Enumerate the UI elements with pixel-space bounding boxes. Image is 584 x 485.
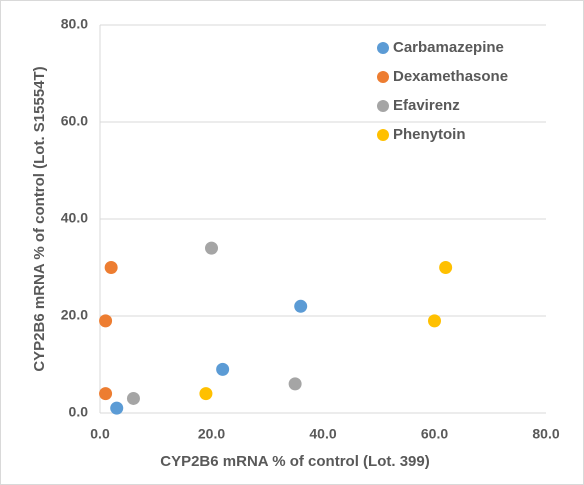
legend-marker [377, 71, 389, 83]
scatter-point [104, 261, 118, 274]
legend-label: Dexamethasone [393, 68, 508, 85]
legend-marker [377, 129, 389, 141]
y-axis-label: CYP2B6 mRNA % of control (Lot. S15554T) [31, 66, 48, 371]
scatter-point [288, 377, 302, 391]
y-tick-label: 40.0 [61, 210, 88, 226]
scatter-point [428, 314, 441, 328]
scatter-point [199, 387, 213, 401]
y-tick-label: 80.0 [61, 16, 88, 32]
scatter-point [99, 314, 113, 328]
legend-label: Carbamazepine [393, 39, 504, 56]
legend-marker [377, 100, 389, 112]
x-tick-label: 80.0 [532, 426, 559, 442]
y-tick-label: 0.0 [69, 404, 89, 420]
legend-marker [377, 42, 389, 54]
scatter-point [294, 299, 308, 313]
scatter-point [99, 387, 113, 401]
legend-label: Phenytoin [393, 126, 466, 143]
x-tick-label: 0.0 [90, 426, 110, 442]
y-tick-label: 20.0 [61, 307, 88, 323]
scatter-point [126, 391, 140, 405]
scatter-point [110, 401, 124, 415]
scatter-point [205, 241, 218, 255]
y-tick-label: 60.0 [61, 113, 88, 129]
legend-label: Efavirenz [393, 97, 460, 114]
scatter-point [439, 261, 453, 274]
x-axis-label: CYP2B6 mRNA % of control (Lot. 399) [160, 453, 429, 470]
scatter-point [216, 362, 230, 376]
x-tick-label: 60.0 [421, 426, 448, 442]
x-tick-label: 20.0 [198, 426, 225, 442]
x-tick-label: 40.0 [309, 426, 336, 442]
